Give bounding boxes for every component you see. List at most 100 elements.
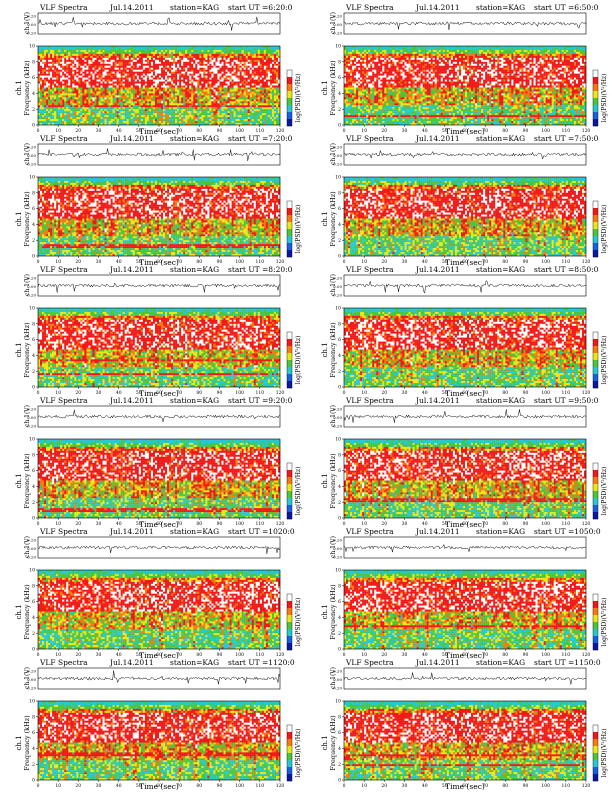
spectrogram-cell [241,95,244,98]
spectrogram-cell [76,71,79,74]
spectrogram-cell [44,87,47,90]
spectrogram-cell [181,99,184,102]
spectrogram-cell [136,101,139,104]
spectrogram-cell [128,61,131,64]
spectrogram-cell [80,113,83,116]
spectrogram-cell [215,73,218,76]
spectrogram-cell [205,63,208,66]
spectrogram-cell [187,91,190,94]
spectrogram-cell [267,119,271,122]
spectrogram-cell [68,119,71,122]
spectrogram-cell [42,63,45,66]
spectrogram-cell [175,81,178,84]
spectrogram-cell [275,77,279,80]
spectrogram-cell [92,97,95,100]
spectrogram-cell [185,75,188,78]
spectrogram-cell [193,107,196,110]
spectrogram-cell [78,79,81,82]
spectrogram-cell [197,49,200,53]
spectrogram-cell [187,115,190,118]
spectrogram-cell [120,63,123,66]
spectrogram-cell [82,73,85,76]
spectrogram-cell [52,63,55,66]
spectrogram-cell [183,51,186,55]
spectrogram-cell [173,79,176,82]
spectrogram-cell [54,55,57,59]
spectrogram-cell [38,79,41,82]
spectrogram-cell [263,121,267,124]
spectrogram-cell [122,67,125,70]
spectrogram-cell [98,65,101,68]
spectrogram-cell [159,87,162,90]
spectrogram-cell [74,87,77,90]
spectrogram-cell [239,67,242,70]
spectrogram-cell [203,63,206,66]
spectrogram-cell [185,105,188,108]
spectrogram-cell [161,93,164,96]
spectrogram-cell [346,65,349,68]
spectrogram-cell [40,111,43,114]
spectrogram-cell [183,121,186,124]
spectrogram-cell [169,67,172,70]
spectrogram-cell [130,63,133,66]
spectrogram-cell [257,115,260,118]
spectrogram-cell [72,91,75,94]
spectrogram-cell [167,103,170,106]
spectrogram-cell [114,85,117,88]
spectrogram-cell [187,121,190,124]
spectrogram-cell [70,121,73,124]
spectrogram-cell [156,103,160,106]
spectrogram-cell [163,105,166,108]
spectrogram-cell [70,93,73,96]
spectrogram-cell [243,55,246,59]
spectrogram-cell [148,109,152,112]
spectrogram-cell [169,49,172,53]
spectrogram-cell [344,85,347,88]
spectrogram-cell [58,73,61,76]
spectrogram-cell [114,49,117,53]
spectrogram-cell [82,103,85,106]
spectrogram-cell [215,87,218,90]
spectrogram-cell [124,79,127,82]
spectrogram-cell [187,46,190,49]
spectrogram-cell [263,105,267,108]
spectrogram-cell [148,49,152,53]
spectrogram-cell [187,87,190,90]
spectrogram-cell [189,93,192,96]
spectrogram-cell [46,77,49,80]
spectrogram-cell [86,97,89,100]
spectrogram-cell [44,83,47,86]
spectrogram-cell [189,49,192,53]
spectrogram-cell [136,59,139,62]
spectrogram-cell [72,57,75,60]
spectrogram-cell [217,117,220,120]
spectrogram-cell [58,69,61,72]
spectrogram-cell [54,81,57,84]
spectrogram-cell [173,113,176,116]
spectrogram-cell [128,103,131,106]
spectrogram-cell [271,119,275,122]
spectrogram-cell [259,123,262,126]
spectrogram-cell [84,91,87,94]
spectrogram-cell [187,69,190,72]
spectrogram-cell [148,85,152,88]
spectrogram-cell [197,57,200,60]
spectrogram-cell [233,49,236,53]
spectrogram-cell [259,73,262,76]
spectrogram-cell [277,49,281,53]
spectrogram-cell [275,61,279,64]
spectrogram-cell [104,46,107,49]
spectrogram-cell [197,91,200,94]
spectrogram-cell [265,107,269,110]
spectrogram-cell [271,53,275,57]
spectrogram-cell [142,63,146,66]
spectrogram-cell [241,101,244,104]
spectrogram-cell [124,73,127,76]
spectrogram-cell [116,115,119,118]
spectrogram-cell [86,67,89,70]
spectrogram-cell [78,59,81,62]
spectrogram-cell [259,93,262,96]
spectrogram-cell [169,63,172,66]
spectrogram-cell [88,123,91,126]
spectrogram-cell [38,119,41,122]
